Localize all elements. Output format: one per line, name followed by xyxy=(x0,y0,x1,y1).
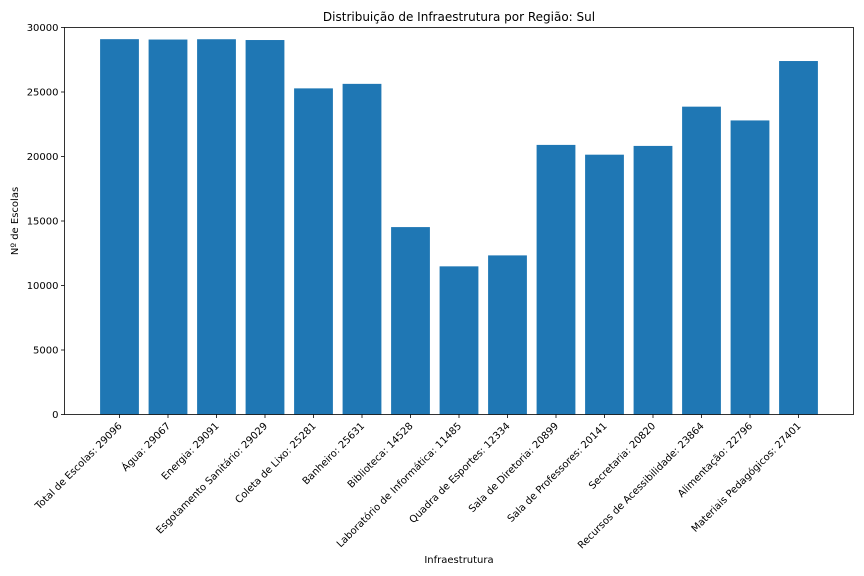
bar xyxy=(779,61,818,415)
bar xyxy=(633,145,673,415)
y-tick-label: 5000 xyxy=(33,346,58,357)
y-axis-label: Nº de Escolas xyxy=(10,187,21,255)
bar xyxy=(100,39,139,415)
bar xyxy=(148,39,188,415)
bar xyxy=(682,106,721,415)
bars-group xyxy=(100,39,818,415)
bar xyxy=(197,39,236,415)
plot-frame xyxy=(64,27,854,415)
y-tick-label: 0 xyxy=(52,410,58,421)
bar xyxy=(391,227,430,415)
bar xyxy=(730,120,770,415)
bar xyxy=(342,83,382,415)
bar xyxy=(536,144,576,415)
y-tick-label: 20000 xyxy=(27,152,59,163)
y-tick-label: 30000 xyxy=(27,23,59,34)
chart-title: Distribuição de Infraestrutura por Regiã… xyxy=(323,10,595,24)
bar xyxy=(439,266,479,415)
bar xyxy=(488,255,527,415)
y-tick-label: 10000 xyxy=(27,281,59,292)
bar xyxy=(245,40,285,415)
x-axis-label: Infraestrutura xyxy=(424,555,493,566)
bar xyxy=(585,154,624,415)
y-tick-label: 15000 xyxy=(27,217,59,228)
y-tick-label: 25000 xyxy=(27,88,59,99)
y-axis: 0 5000 10000 15000 20000 25000 30000 xyxy=(27,23,65,421)
bar xyxy=(294,88,333,415)
